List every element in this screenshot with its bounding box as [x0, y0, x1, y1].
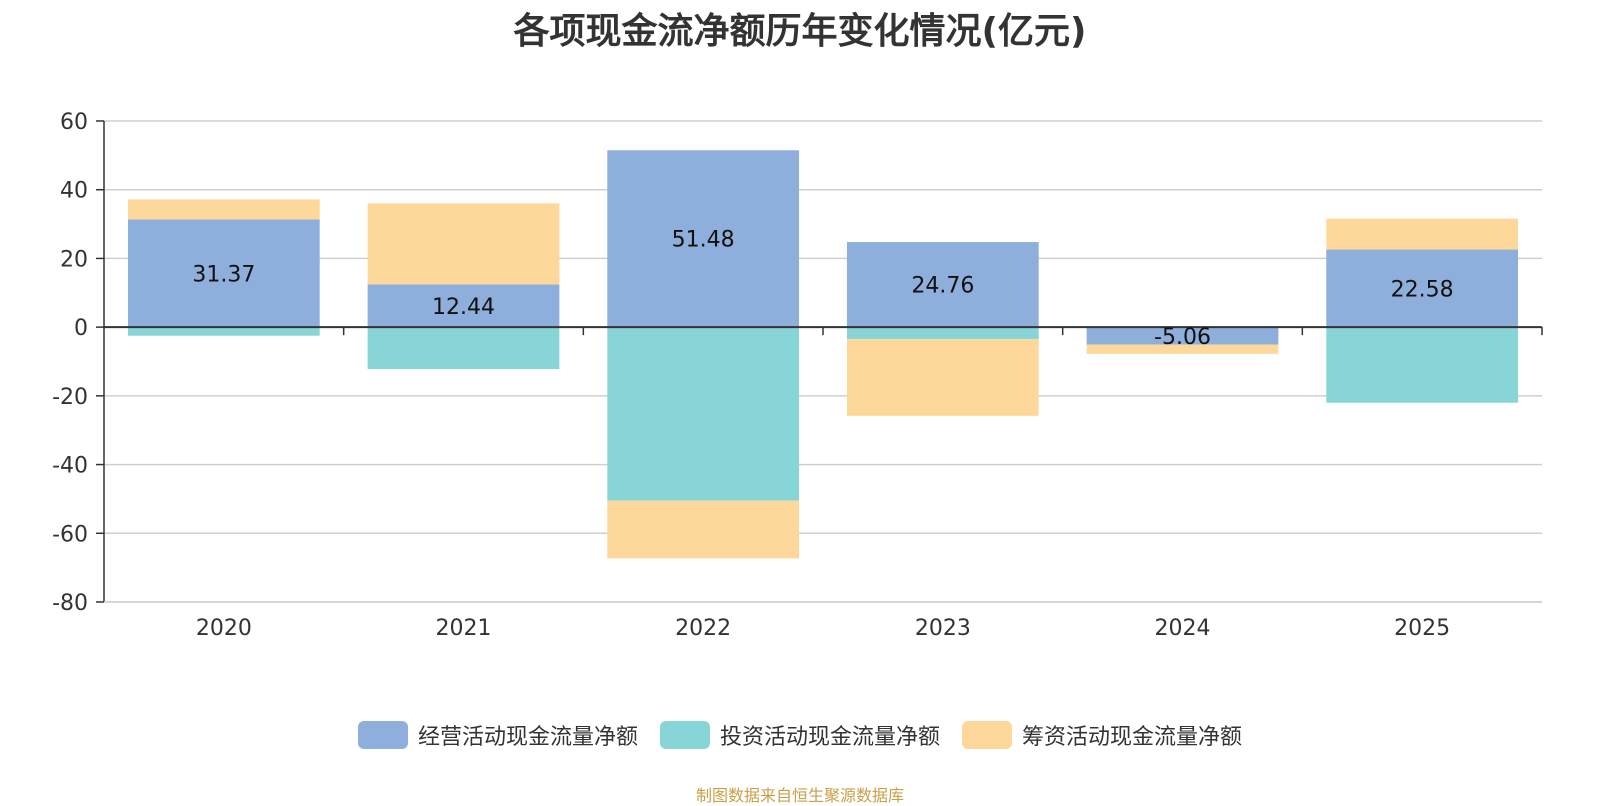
bar-2020-series-2	[127, 199, 320, 220]
bar-2022-series-1	[607, 327, 800, 501]
y-tick-label: 60	[60, 110, 88, 135]
bar-2025-series-2	[1326, 218, 1519, 250]
data-label: 22.58	[1391, 277, 1454, 302]
data-label: 31.37	[192, 262, 255, 287]
chart-title: 各项现金流净额历年变化情况(亿元)	[513, 11, 1087, 52]
legend-item-operating[interactable]: 经营活动现金流量净额	[357, 719, 638, 751]
x-tick-label: 2025	[1394, 616, 1450, 641]
x-tick-label: 2024	[1155, 616, 1211, 641]
y-tick-label: -60	[52, 522, 88, 547]
bar-2021-series-1	[367, 327, 560, 370]
bar-2023-series-2	[846, 339, 1039, 416]
data-label: -5.06	[1154, 325, 1211, 350]
legend-swatch-financing	[962, 721, 1012, 749]
data-label: 51.48	[672, 228, 735, 253]
bar-2025-series-1	[1326, 327, 1519, 403]
y-tick-label: -20	[52, 385, 88, 410]
source-note: 制图数据来自恒生聚源数据库	[695, 786, 904, 805]
legend-swatch-investing	[659, 721, 710, 749]
data-label: 12.44	[432, 295, 495, 320]
y-tick-label: 40	[60, 179, 88, 204]
bar-2020-series-0	[127, 219, 320, 328]
bar-2024-series-2	[1086, 344, 1279, 354]
legend-item-investing[interactable]: 投资活动现金流量净额	[659, 719, 940, 751]
data-label: 24.76	[911, 274, 974, 299]
bar-2024-series-0	[1086, 327, 1279, 345]
x-tick-label: 2020	[196, 616, 252, 641]
y-tick-label: 0	[74, 316, 88, 341]
legend-label-investing: 投资活动现金流量净额	[719, 725, 940, 750]
y-tick-label: -80	[52, 591, 88, 616]
bar-2021-series-2	[367, 203, 560, 285]
x-tick-label: 2023	[915, 616, 971, 641]
bar-2021-series-0	[367, 284, 560, 328]
bar-2020-series-1	[127, 327, 320, 336]
legend-label-financing: 筹资活动现金流量净额	[1022, 725, 1243, 750]
y-tick-label: 20	[60, 247, 88, 272]
legend-label-operating: 经营活动现金流量净额	[417, 725, 638, 750]
bar-2023-series-0	[846, 242, 1039, 328]
legend: 经营活动现金流量净额 投资活动现金流量净额 筹资活动现金流量净额	[0, 719, 1600, 751]
bar-2022-series-2	[607, 500, 800, 559]
bar-2022-series-0	[607, 150, 800, 328]
y-tick-label: -40	[52, 454, 88, 479]
bar-2023-series-1	[846, 327, 1039, 340]
legend-item-financing[interactable]: 筹资活动现金流量净额	[962, 719, 1242, 751]
legend-swatch-operating	[357, 721, 408, 749]
x-tick-label: 2022	[675, 616, 731, 641]
x-tick-label: 2021	[436, 616, 492, 641]
bar-2025-series-0	[1326, 249, 1519, 328]
